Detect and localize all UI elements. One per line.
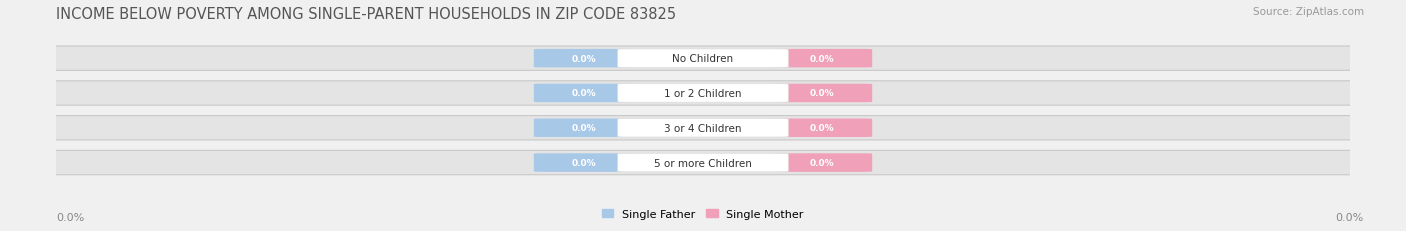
Text: 0.0%: 0.0%	[572, 124, 596, 133]
Text: No Children: No Children	[672, 54, 734, 64]
FancyBboxPatch shape	[772, 84, 872, 103]
FancyBboxPatch shape	[617, 154, 789, 172]
FancyBboxPatch shape	[617, 84, 789, 103]
Text: 0.0%: 0.0%	[1336, 212, 1364, 222]
FancyBboxPatch shape	[534, 154, 634, 172]
FancyBboxPatch shape	[772, 154, 872, 172]
FancyBboxPatch shape	[534, 84, 634, 103]
FancyBboxPatch shape	[772, 50, 872, 68]
Text: INCOME BELOW POVERTY AMONG SINGLE-PARENT HOUSEHOLDS IN ZIP CODE 83825: INCOME BELOW POVERTY AMONG SINGLE-PARENT…	[56, 7, 676, 22]
Legend: Single Father, Single Mother: Single Father, Single Mother	[598, 204, 808, 223]
Text: 0.0%: 0.0%	[572, 55, 596, 63]
Text: 5 or more Children: 5 or more Children	[654, 158, 752, 168]
Text: Source: ZipAtlas.com: Source: ZipAtlas.com	[1253, 7, 1364, 17]
FancyBboxPatch shape	[534, 119, 634, 137]
Text: 0.0%: 0.0%	[810, 124, 834, 133]
FancyBboxPatch shape	[617, 119, 789, 137]
FancyBboxPatch shape	[617, 50, 789, 68]
Text: 0.0%: 0.0%	[810, 89, 834, 98]
Text: 0.0%: 0.0%	[572, 89, 596, 98]
FancyBboxPatch shape	[772, 119, 872, 137]
FancyBboxPatch shape	[28, 82, 1378, 106]
Text: 0.0%: 0.0%	[572, 158, 596, 167]
FancyBboxPatch shape	[28, 151, 1378, 175]
Text: 3 or 4 Children: 3 or 4 Children	[664, 123, 742, 133]
Text: 0.0%: 0.0%	[810, 158, 834, 167]
FancyBboxPatch shape	[28, 116, 1378, 140]
Text: 0.0%: 0.0%	[810, 55, 834, 63]
FancyBboxPatch shape	[28, 47, 1378, 71]
Text: 1 or 2 Children: 1 or 2 Children	[664, 88, 742, 99]
FancyBboxPatch shape	[534, 50, 634, 68]
Text: 0.0%: 0.0%	[56, 212, 84, 222]
